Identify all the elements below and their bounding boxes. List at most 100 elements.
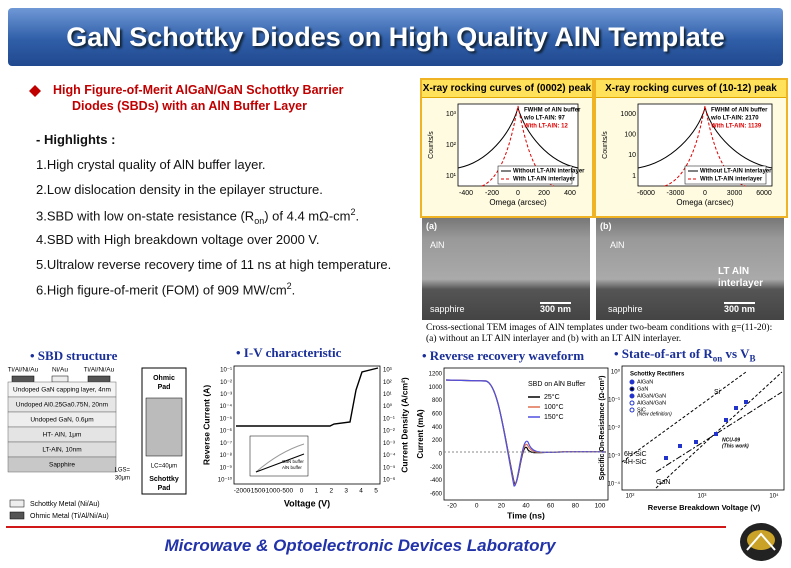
x-tick-label: -1500 bbox=[249, 488, 266, 495]
legend-box bbox=[684, 165, 767, 185]
tem-substrate: sapphire bbox=[608, 304, 643, 314]
data-point bbox=[714, 432, 718, 436]
x-tick-label: 0 bbox=[475, 503, 479, 510]
legend-marker bbox=[629, 386, 635, 392]
title-bar: GaN Schottky Diodes on High Quality AlN … bbox=[8, 8, 783, 66]
y-tick-label: 0 bbox=[439, 452, 443, 458]
y-tick-label: 10⁻⁸ bbox=[220, 452, 233, 459]
legend-label: AlGaN/GaN bbox=[637, 393, 666, 399]
contact bbox=[11, 375, 35, 383]
inset-curve bbox=[255, 453, 305, 473]
x-axis-label: Reverse Breakdown Voltage (V) bbox=[648, 503, 761, 512]
tem-layer: AlN bbox=[610, 240, 625, 250]
y-tick-label: 10⁻¹ bbox=[383, 416, 395, 422]
y-tick-label: 10¹ bbox=[446, 173, 457, 180]
x-tick-label: 10⁴ bbox=[769, 493, 779, 500]
x-tick-label: 2 bbox=[330, 488, 334, 495]
y-tick-label: 1200 bbox=[429, 372, 443, 378]
x-tick-label: 0 bbox=[703, 190, 707, 197]
text-run: vs V bbox=[722, 346, 750, 361]
x-axis-label: Voltage (V) bbox=[284, 498, 330, 508]
x-tick-label: 0 bbox=[300, 488, 304, 495]
x-tick-label: 10² bbox=[626, 494, 635, 500]
fwhm-note: With LT-AlN: 12 bbox=[524, 124, 568, 130]
data-point bbox=[664, 456, 668, 460]
intro-line: High Figure-of-Merit AlGaN/GaN Schottky … bbox=[53, 83, 344, 97]
contact bbox=[51, 375, 69, 383]
legend-label: Without LT-AlN interlayer bbox=[513, 169, 585, 175]
data-point bbox=[744, 400, 748, 404]
rr-curve bbox=[445, 379, 607, 487]
tem-image: (b) AlN LT AlN interlayer sapphire 300 n… bbox=[596, 218, 784, 320]
layer-label: Undoped GaN capping layer, 4nm bbox=[13, 387, 111, 394]
legend-label: AlGaN bbox=[637, 379, 653, 385]
plot-frame bbox=[443, 367, 609, 501]
highlight: 3.SBD with low on-state resistance (Ron)… bbox=[36, 207, 359, 226]
legend-label: Without LT-AlN interlayer bbox=[700, 169, 772, 175]
y-tick-label: -400 bbox=[430, 478, 443, 484]
x-tick-label: 60 bbox=[547, 503, 555, 510]
y-tick-label: 600 bbox=[432, 412, 443, 418]
text-run: . bbox=[355, 208, 360, 224]
y-tick-label: 10⁻³ bbox=[608, 454, 620, 460]
y-tick-label: 10⁻² bbox=[220, 380, 232, 386]
legend-marker bbox=[629, 379, 635, 385]
xray-panel: X-ray rocking curves of (0002) peak -400… bbox=[420, 78, 594, 218]
y-tick-label: 200 bbox=[432, 438, 443, 444]
x-tick-label: 4 bbox=[359, 488, 363, 495]
section-title: • SBD structure bbox=[30, 348, 118, 363]
text-run: • State-of-art of R bbox=[614, 346, 713, 361]
legend-label: 100°C bbox=[544, 403, 564, 411]
dimension: 30μm bbox=[115, 476, 130, 482]
region-label: NCU-09 bbox=[722, 437, 740, 443]
highlight: 1.High crystal quality of AlN buffer lay… bbox=[36, 157, 266, 172]
sbd-diagram: Ti/Al/Ni/Au Ni/Au Ti/Al/Ni/Au Undoped GaN c… bbox=[7, 367, 187, 520]
text-part bbox=[747, 530, 775, 550]
region-label: Si bbox=[714, 389, 721, 396]
x-tick-label: 3 bbox=[344, 488, 348, 495]
xray-panel: X-ray rocking curves of (10-12) peak -60… bbox=[594, 78, 788, 218]
caption: (a) without an LT AlN interlayer and (b)… bbox=[426, 334, 682, 344]
region-label: GaN bbox=[656, 479, 670, 486]
y-tick-label: 100 bbox=[624, 132, 636, 139]
x-tick-label: -1000 bbox=[263, 488, 280, 495]
fwhm-note: FWHM of AlN buffer bbox=[524, 108, 581, 114]
y-tick-label: 1 bbox=[632, 173, 636, 180]
text-part: B bbox=[749, 353, 756, 364]
y-axis-label: Counts/s bbox=[428, 131, 435, 159]
x-tick-label: 80 bbox=[572, 503, 580, 510]
x-tick-label: 10³ bbox=[698, 494, 707, 500]
y-tick-label: 10 bbox=[628, 152, 636, 159]
data-point bbox=[734, 406, 738, 410]
x-tick-label: 100 bbox=[595, 503, 606, 510]
pad-fingers bbox=[145, 397, 183, 457]
footer-lab: Microwave & Optoelectronic Devices Labor… bbox=[164, 536, 556, 555]
contact-label: Ti/Al/Ni/Au bbox=[8, 367, 39, 374]
text-part: on bbox=[712, 353, 723, 364]
text-run: 6.High figure-of-merit (FOM) of 909 MW/c… bbox=[36, 282, 287, 298]
x-tick-label: -3000 bbox=[667, 190, 685, 197]
y-axis-label: Current (mA) bbox=[416, 409, 425, 459]
y-tick-label: 10⁰ bbox=[383, 403, 393, 410]
legend-swatch bbox=[9, 499, 25, 508]
scale-bar: 300 nm bbox=[540, 302, 572, 314]
legend-label: Ohmic Metal (Ti/Al/Ni/Au) bbox=[30, 513, 109, 520]
y-tick-label: 400 bbox=[432, 425, 443, 431]
legend-label: With LT-AlN interlayer bbox=[513, 177, 576, 183]
layer-label: HT- AlN, 1μm bbox=[43, 432, 82, 439]
y-tick-label: 10² bbox=[446, 142, 457, 149]
y-tick-label: 10⁻⁵ bbox=[220, 415, 233, 422]
legend-marker bbox=[629, 393, 635, 399]
x-axis-label: Time (ns) bbox=[507, 510, 545, 520]
y-tick-label: 10⁻⁷ bbox=[220, 440, 232, 447]
tem-interlayer: interlayer bbox=[718, 278, 764, 289]
highlight: 2.Low dislocation density in the epilaye… bbox=[36, 182, 323, 197]
highlight: 4.SBD with High breakdown voltage over 2… bbox=[36, 232, 320, 247]
y-tick-label: 10⁻² bbox=[608, 426, 620, 432]
section-title: • I-V characteristic bbox=[236, 345, 342, 360]
highlight: 5.Ultralow reverse recovery time of 11 n… bbox=[36, 257, 392, 272]
legend-label: GaN bbox=[637, 386, 648, 392]
y-tick-label: 10⁻³ bbox=[220, 392, 232, 398]
x-tick-label: -200 bbox=[485, 190, 499, 197]
